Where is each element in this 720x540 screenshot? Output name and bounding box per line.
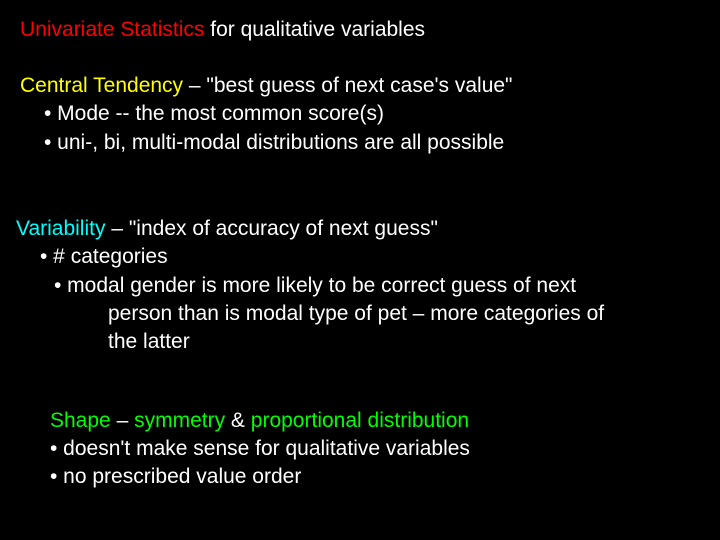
- slide-container: Univariate Statistics for qualitative va…: [0, 0, 720, 540]
- central-bullet-1: • Mode -- the most common score(s): [20, 100, 706, 128]
- shape-label: Shape: [50, 409, 111, 432]
- title-rest: for qualitative variables: [204, 18, 425, 41]
- section-shape: Shape – symmetry & proportional distribu…: [44, 407, 706, 492]
- shape-amp: &: [225, 409, 251, 432]
- variability-bullet-2-line3: the latter: [16, 328, 706, 356]
- variability-bullet-2-line1: • modal gender is more likely to be corr…: [16, 272, 706, 300]
- central-dash: –: [183, 74, 206, 97]
- shape-bullet-1: • doesn't make sense for qualitative var…: [50, 435, 706, 463]
- section-variability: Variability – "index of accuracy of next…: [10, 215, 706, 357]
- variability-label: Variability: [16, 217, 105, 240]
- central-label: Central Tendency: [20, 74, 183, 97]
- variability-bullet-1: • # categories: [16, 243, 706, 271]
- variability-bullet-2-line2: person than is modal type of pet – more …: [16, 300, 706, 328]
- section-central-tendency: Central Tendency – "best guess of next c…: [14, 72, 706, 157]
- shape-bullet-2: • no prescribed value order: [50, 463, 706, 491]
- shape-desc-2: proportional distribution: [251, 409, 469, 432]
- variability-desc: "index of accuracy of next guess": [129, 217, 438, 240]
- variability-dash: –: [105, 217, 128, 240]
- shape-desc-1: symmetry: [134, 409, 225, 432]
- shape-dash: –: [111, 409, 134, 432]
- central-desc: "best guess of next case's value": [206, 74, 512, 97]
- central-header: Central Tendency – "best guess of next c…: [20, 72, 706, 100]
- slide-title: Univariate Statistics for qualitative va…: [14, 18, 706, 42]
- variability-header: Variability – "index of accuracy of next…: [16, 215, 706, 243]
- title-accent: Univariate Statistics: [20, 18, 204, 41]
- central-bullet-2: • uni-, bi, multi-modal distributions ar…: [20, 129, 706, 157]
- shape-header: Shape – symmetry & proportional distribu…: [50, 407, 706, 435]
